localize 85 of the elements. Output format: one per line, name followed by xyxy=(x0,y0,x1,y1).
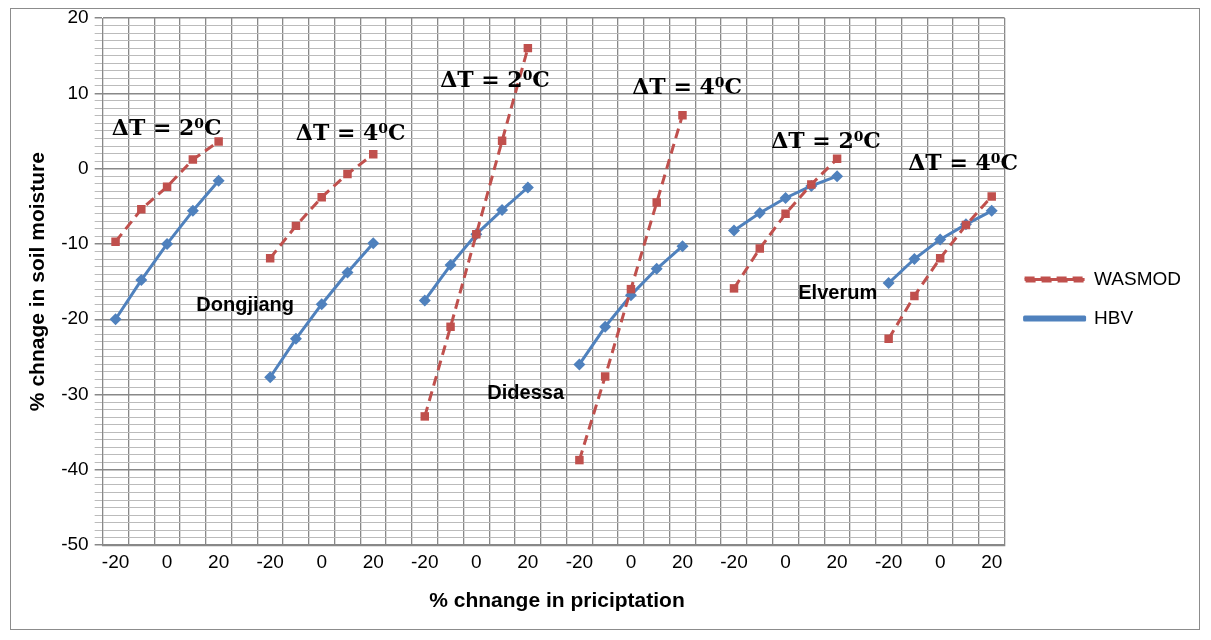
x-tick-label: 0 xyxy=(625,550,637,572)
x-axis-title: % chnange in priciptation xyxy=(428,588,686,612)
point xyxy=(188,155,198,164)
point xyxy=(137,205,146,214)
y-tick-label: -50 xyxy=(61,533,89,555)
point xyxy=(652,198,661,207)
point xyxy=(186,204,199,217)
x-tick-label: -20 xyxy=(565,550,594,572)
x-tick-label: 20 xyxy=(362,550,384,572)
point xyxy=(987,192,996,201)
point xyxy=(315,298,328,311)
point xyxy=(831,170,844,183)
legend-label: WASMOD xyxy=(1094,267,1182,289)
y-tick-label: 10 xyxy=(67,81,89,103)
point xyxy=(496,204,509,217)
point xyxy=(678,110,687,120)
point xyxy=(779,192,792,204)
point xyxy=(985,204,998,217)
point xyxy=(135,274,148,287)
point xyxy=(214,137,223,146)
annotation: Elverum xyxy=(798,280,878,303)
point xyxy=(444,259,457,272)
point xyxy=(676,240,689,253)
point xyxy=(908,253,921,266)
annotation: Didessa xyxy=(487,381,565,404)
point xyxy=(599,320,612,333)
point xyxy=(369,150,378,159)
point xyxy=(728,224,741,237)
x-tick-label: 20 xyxy=(671,550,694,572)
point xyxy=(934,233,947,246)
point xyxy=(161,237,174,250)
annotation: ΔT = 4⁰C xyxy=(632,73,742,100)
point xyxy=(162,182,172,191)
y-tick-label: -40 xyxy=(61,458,89,480)
point xyxy=(521,181,534,194)
point xyxy=(753,207,766,220)
point xyxy=(264,371,277,384)
x-tick-label: 0 xyxy=(161,550,173,572)
x-tick-label: -20 xyxy=(256,550,284,572)
annotation: ΔT = 4⁰C xyxy=(908,148,1018,175)
x-tick-label: -20 xyxy=(874,550,903,572)
point xyxy=(910,291,919,301)
point xyxy=(755,244,765,253)
x-tick-label: 20 xyxy=(208,550,230,572)
point xyxy=(781,209,790,219)
point xyxy=(317,193,326,202)
annotation: ΔT = 2⁰C xyxy=(111,114,222,141)
point xyxy=(111,237,120,246)
point xyxy=(729,284,739,293)
point xyxy=(420,412,430,421)
x-tick-label: -20 xyxy=(101,550,130,572)
y-tick-label: -10 xyxy=(61,232,89,254)
x-tick-label: 0 xyxy=(471,550,482,572)
x-tick-label: -20 xyxy=(720,550,748,572)
point xyxy=(600,372,610,381)
x-tick-label: 0 xyxy=(316,550,327,572)
point xyxy=(573,358,586,371)
y-axis-title: % chnage in soil moisture xyxy=(25,152,49,412)
x-tick-label: 0 xyxy=(934,550,946,572)
annotation: ΔT = 2⁰C xyxy=(771,126,881,153)
y-tick-label: 0 xyxy=(78,156,89,178)
x-tick-label: -20 xyxy=(411,550,439,572)
point xyxy=(343,169,352,179)
point xyxy=(882,277,895,290)
point xyxy=(446,322,455,332)
x-tick-label: 20 xyxy=(517,550,539,572)
x-tick-label: 0 xyxy=(780,550,791,572)
point xyxy=(212,174,225,187)
point xyxy=(367,237,380,250)
x-tick-label: 20 xyxy=(981,550,1003,572)
point xyxy=(650,262,663,275)
y-tick-label: 20 xyxy=(67,6,89,28)
annotation: ΔT = 4⁰C xyxy=(295,118,406,145)
point xyxy=(341,266,354,279)
y-tick-label: -20 xyxy=(61,307,89,329)
point xyxy=(289,332,302,345)
legend-label: HBV xyxy=(1094,306,1134,328)
point xyxy=(418,294,431,307)
point xyxy=(575,455,584,465)
x-tick-label: 20 xyxy=(826,550,848,572)
y-tick-label: -30 xyxy=(61,382,89,404)
point xyxy=(109,313,122,326)
annotation: Dongjiang xyxy=(196,292,295,315)
point xyxy=(884,334,893,344)
annotation: ΔT = 2⁰C xyxy=(440,65,550,92)
